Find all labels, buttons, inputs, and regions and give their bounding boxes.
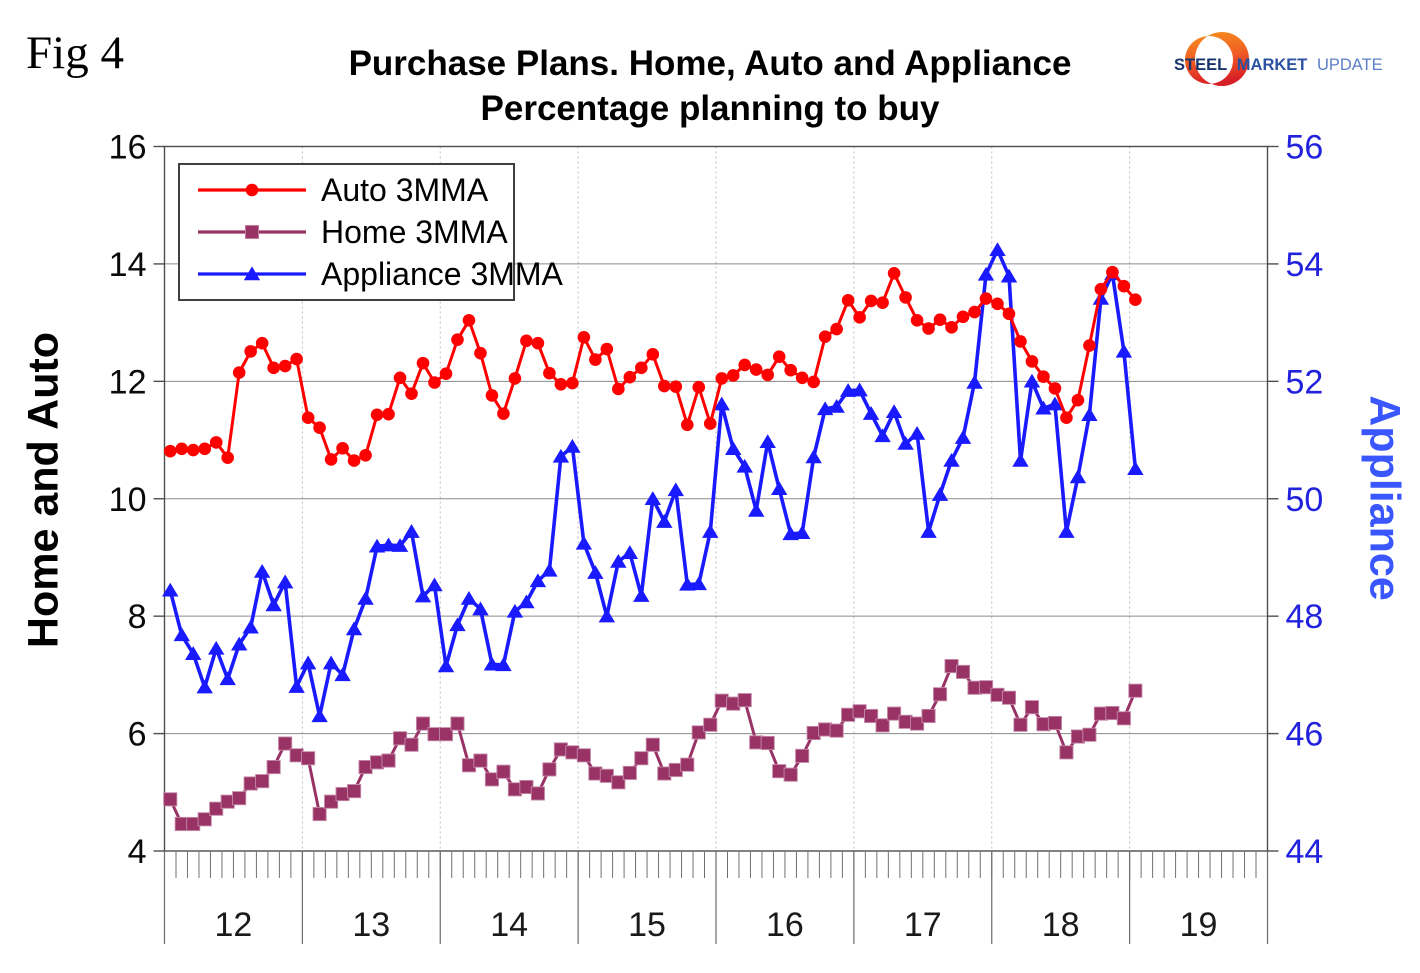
axes [153, 145, 1279, 944]
logo-swoosh-icon: STEEL MARKET UPDATE [1174, 32, 1383, 86]
legend-item-home-3mma: Home 3MMA [196, 214, 513, 251]
appliance-3mma-legend-marker-icon [198, 266, 306, 281]
year-label: 19 [1180, 906, 1218, 944]
legend-label: Auto 3MMA [321, 171, 489, 208]
series [162, 242, 1144, 832]
legend-label: Home 3MMA [321, 213, 508, 250]
left-tick-label: 8 [128, 598, 147, 636]
chart-title: Purchase Plans. Home, Auto and Appliance… [300, 42, 1120, 132]
legend-item-appliance-3mma: Appliance 3MMA [196, 256, 563, 293]
year-label: 12 [215, 906, 253, 944]
right-tick-label: 46 [1286, 716, 1324, 754]
auto-3mma-legend-marker-icon [198, 183, 306, 197]
logo-update: UPDATE [1317, 56, 1383, 74]
logo-steel: STEEL [1174, 56, 1227, 74]
svg-text:STEEL MARKET UPDAT: STEEL MARKET UPDATE [1174, 56, 1383, 74]
left-tick-label: 12 [109, 363, 147, 401]
steel-market-update-logo: STEEL MARKET UPDATE [1160, 26, 1410, 102]
right-tick-label: 44 [1286, 833, 1324, 871]
left-tick-label: 14 [109, 246, 147, 284]
axis-labels: 16 14 12 10 8 6 4 56 54 52 50 48 46 44 12 13 14 15 16 17 18 1… [109, 129, 1324, 945]
left-tick-label: 16 [109, 129, 147, 167]
logo-market: MARKET [1237, 56, 1308, 74]
right-tick-label: 48 [1286, 598, 1324, 636]
home-3mma-series [163, 659, 1143, 832]
left-tick-label: 4 [128, 833, 147, 871]
right-tick-label: 52 [1286, 363, 1324, 401]
figure-label: Fig 4 [26, 27, 124, 79]
right-tick-label: 54 [1286, 246, 1324, 284]
left-tick-label: 6 [128, 716, 147, 754]
right-tick-label: 56 [1286, 129, 1324, 167]
chart-title-line2: Percentage planning to buy [480, 88, 940, 128]
chart-title-line1: Purchase Plans. Home, Auto and Appliance [348, 44, 1072, 83]
year-label: 17 [904, 906, 942, 944]
legend-label: Appliance 3MMA [321, 255, 563, 292]
appliance-3mma-series [162, 242, 1144, 723]
legend-item-auto-3mma: Auto 3MMA [196, 172, 513, 209]
year-label: 15 [628, 906, 666, 944]
year-label: 16 [766, 906, 804, 944]
year-label: 13 [352, 906, 390, 944]
year-label: 14 [490, 906, 528, 944]
auto-3mma-series [163, 265, 1142, 467]
left-tick-label: 10 [109, 481, 147, 519]
year-label: 18 [1042, 906, 1080, 944]
home-3mma-legend-marker-icon [198, 224, 306, 240]
right-tick-label: 50 [1286, 481, 1324, 519]
legend: Auto 3MMA Home 3MMA Appliance 3MMA [178, 163, 563, 301]
